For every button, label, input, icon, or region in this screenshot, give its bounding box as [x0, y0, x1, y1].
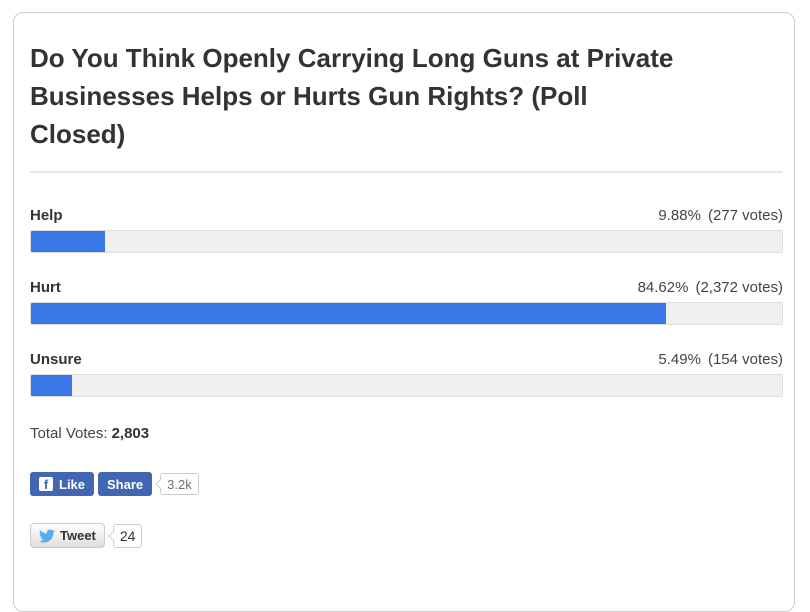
answer-votes: (277 votes)	[707, 207, 783, 224]
result-bar-track	[30, 302, 783, 325]
answer-percent: 9.88%	[658, 207, 701, 224]
twitter-bird-icon	[39, 528, 55, 544]
result-bar-track	[30, 230, 783, 253]
answer-value: 84.62% (2,372 votes)	[638, 279, 783, 297]
total-votes: Total Votes: 2,803	[30, 425, 783, 443]
answer-percent: 5.49%	[658, 351, 701, 368]
poll-title: Do You Think Openly Carrying Long Guns a…	[30, 39, 783, 153]
answer-votes: (2,372 votes)	[695, 279, 783, 296]
poll-answer-hurt: Hurt 84.62% (2,372 votes)	[30, 279, 783, 325]
answer-value: 5.49% (154 votes)	[658, 351, 783, 369]
answer-label: Help	[30, 207, 63, 224]
poll-results: Help 9.88% (277 votes) Hurt 84.62% (2,372 …	[30, 207, 783, 397]
poll-widget: Do You Think Openly Carrying Long Guns a…	[13, 12, 795, 612]
poll-answer-help: Help 9.88% (277 votes)	[30, 207, 783, 253]
result-bar-fill	[31, 303, 667, 324]
share-button-label: Share	[107, 476, 144, 492]
tweet-button-label: Tweet	[60, 528, 96, 543]
facebook-share-row: f Like Share 3.2k	[30, 472, 783, 496]
like-button-label: Like	[59, 476, 86, 492]
total-votes-label: Total Votes:	[30, 425, 108, 442]
tweet-count-badge: 24	[112, 523, 143, 548]
answer-value: 9.88% (277 votes)	[658, 207, 783, 225]
facebook-share-button[interactable]: Share	[98, 472, 153, 496]
result-bar-track	[30, 374, 783, 397]
facebook-like-button[interactable]: f Like	[30, 472, 95, 496]
answer-label: Hurt	[30, 279, 61, 296]
tweet-button[interactable]: Tweet	[30, 523, 105, 548]
answer-label: Unsure	[30, 351, 82, 368]
answer-votes: (154 votes)	[707, 351, 783, 368]
poll-title-line: Closed)	[30, 119, 126, 149]
result-bar-fill	[31, 231, 106, 252]
title-divider	[30, 171, 783, 173]
twitter-share-row: Tweet 24	[30, 523, 783, 548]
facebook-like-count-badge: 3.2k	[160, 473, 199, 495]
poll-title-line: Businesses Helps or Hurts Gun Rights? (P…	[30, 81, 588, 111]
result-bar-fill	[31, 375, 73, 396]
poll-title-line: Do You Think Openly Carrying Long Guns a…	[30, 43, 674, 73]
facebook-icon: f	[39, 477, 53, 492]
answer-percent: 84.62%	[637, 279, 689, 296]
total-votes-count: 2,803	[111, 425, 150, 442]
poll-answer-unsure: Unsure 5.49% (154 votes)	[30, 351, 783, 397]
